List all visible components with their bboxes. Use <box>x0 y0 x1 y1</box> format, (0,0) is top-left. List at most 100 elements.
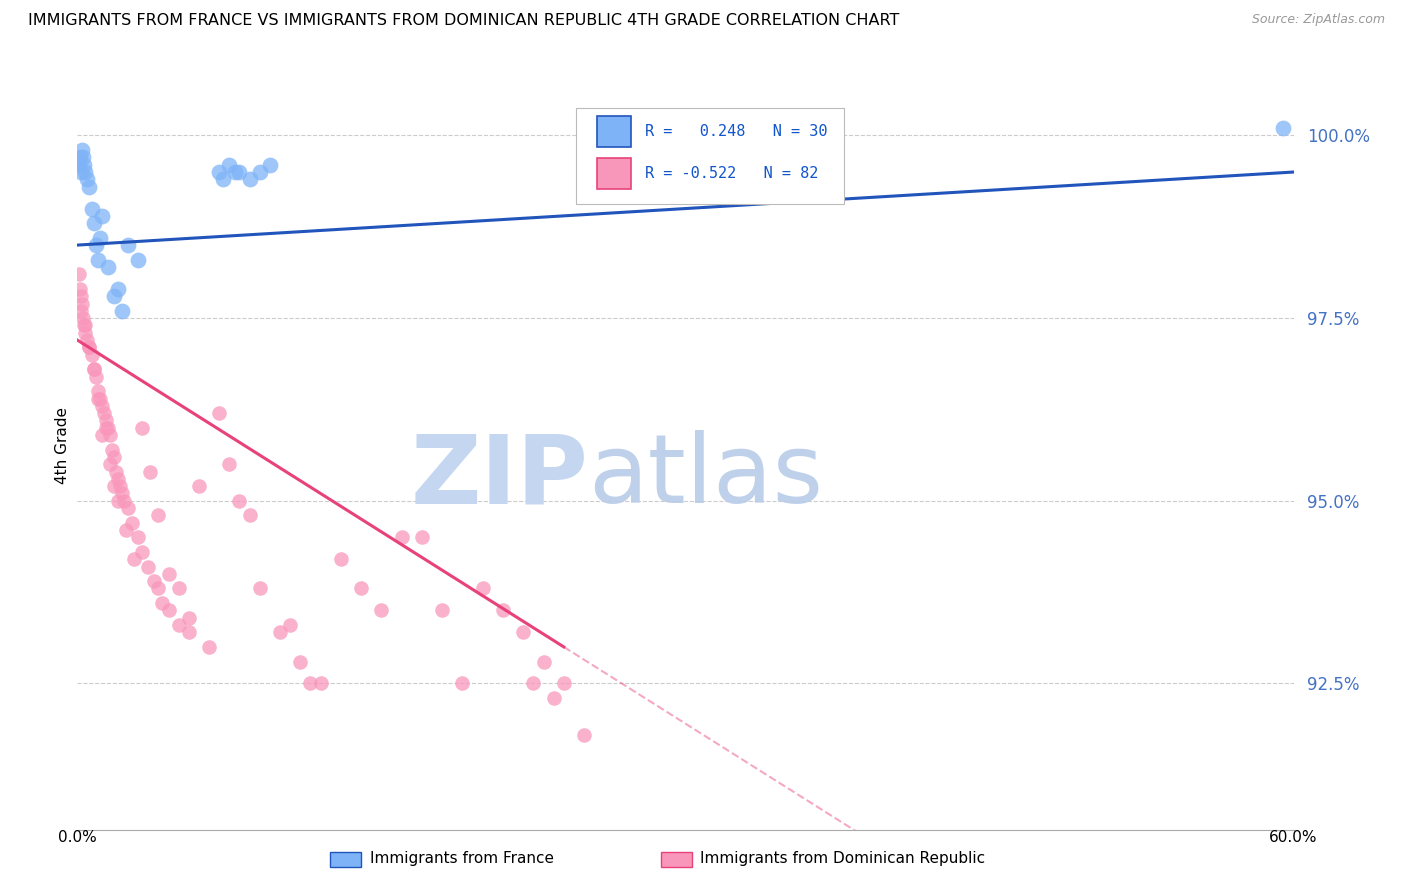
Point <box>97 421 120 435</box>
Point <box>127 252 149 267</box>
Point <box>249 582 271 596</box>
Point <box>522 676 544 690</box>
Point <box>117 238 139 252</box>
Point <box>111 303 134 318</box>
Point <box>533 655 555 669</box>
Point <box>212 172 235 186</box>
Point <box>79 340 101 354</box>
Point <box>249 165 271 179</box>
Point <box>67 268 90 282</box>
Point <box>208 406 231 420</box>
Point <box>76 333 98 347</box>
Point <box>329 552 352 566</box>
Point <box>72 311 94 326</box>
Point <box>127 530 149 544</box>
Point <box>148 582 170 596</box>
Point <box>430 603 453 617</box>
Point <box>86 384 108 399</box>
Point <box>143 574 166 589</box>
Point <box>177 610 200 624</box>
Point <box>111 486 134 500</box>
Point <box>117 501 139 516</box>
Point <box>89 392 111 406</box>
Point <box>131 421 153 435</box>
Point <box>451 676 474 690</box>
Point <box>572 728 595 742</box>
Text: Immigrants from Dominican Republic: Immigrants from Dominican Republic <box>700 852 986 866</box>
Point <box>79 340 101 354</box>
Text: Source: ZipAtlas.com: Source: ZipAtlas.com <box>1251 13 1385 27</box>
Point <box>69 282 91 296</box>
Point <box>73 158 96 172</box>
Point <box>84 238 107 252</box>
Point <box>75 318 97 333</box>
Point <box>167 582 190 596</box>
Point <box>309 676 332 690</box>
Point <box>70 289 93 303</box>
Text: Immigrants from France: Immigrants from France <box>370 852 554 866</box>
Point <box>167 618 190 632</box>
Point <box>86 392 108 406</box>
Point <box>70 165 93 179</box>
Point <box>90 428 112 442</box>
Point <box>553 676 575 690</box>
Point <box>543 691 565 706</box>
Point <box>76 172 98 186</box>
Point <box>122 552 145 566</box>
Point <box>86 252 108 267</box>
Point <box>208 165 231 179</box>
Point <box>83 216 105 230</box>
Point <box>157 603 180 617</box>
Point <box>107 493 129 508</box>
Point <box>90 399 112 413</box>
Point <box>290 655 312 669</box>
Point <box>512 625 534 640</box>
Point <box>139 465 162 479</box>
Point <box>259 158 281 172</box>
Point <box>299 676 322 690</box>
Point <box>90 209 112 223</box>
Point <box>239 172 262 186</box>
Point <box>94 421 117 435</box>
Point <box>101 442 124 457</box>
Point <box>492 603 515 617</box>
Point <box>79 179 101 194</box>
Point <box>198 640 221 654</box>
Point <box>73 318 96 333</box>
Point <box>98 428 121 442</box>
Point <box>103 450 125 464</box>
Point <box>228 165 250 179</box>
Point <box>224 165 246 179</box>
Point <box>218 158 240 172</box>
Point <box>121 516 143 530</box>
Point <box>83 362 105 376</box>
Y-axis label: 4th Grade: 4th Grade <box>55 408 70 484</box>
Point <box>188 479 211 493</box>
Point <box>83 362 105 376</box>
Point <box>108 479 131 493</box>
Point <box>278 618 301 632</box>
Text: IMMIGRANTS FROM FRANCE VS IMMIGRANTS FROM DOMINICAN REPUBLIC 4TH GRADE CORRELATI: IMMIGRANTS FROM FRANCE VS IMMIGRANTS FRO… <box>28 13 900 29</box>
Text: 0.0%: 0.0% <box>58 830 97 845</box>
Point <box>218 457 240 471</box>
Point <box>72 150 94 164</box>
Point <box>69 150 91 164</box>
Point <box>103 289 125 303</box>
Point <box>157 566 180 581</box>
Point <box>70 303 93 318</box>
Point <box>1272 121 1295 136</box>
Point <box>391 530 413 544</box>
Point <box>80 202 103 216</box>
Point <box>72 296 94 310</box>
Bar <box>596 116 631 147</box>
Point <box>239 508 262 523</box>
Text: R = -0.522   N = 82: R = -0.522 N = 82 <box>645 166 818 181</box>
Point <box>97 260 120 274</box>
Point <box>84 369 107 384</box>
Text: atlas: atlas <box>588 430 824 524</box>
Point <box>269 625 291 640</box>
Point <box>104 465 127 479</box>
Point <box>131 545 153 559</box>
Point <box>471 582 494 596</box>
Point <box>148 508 170 523</box>
